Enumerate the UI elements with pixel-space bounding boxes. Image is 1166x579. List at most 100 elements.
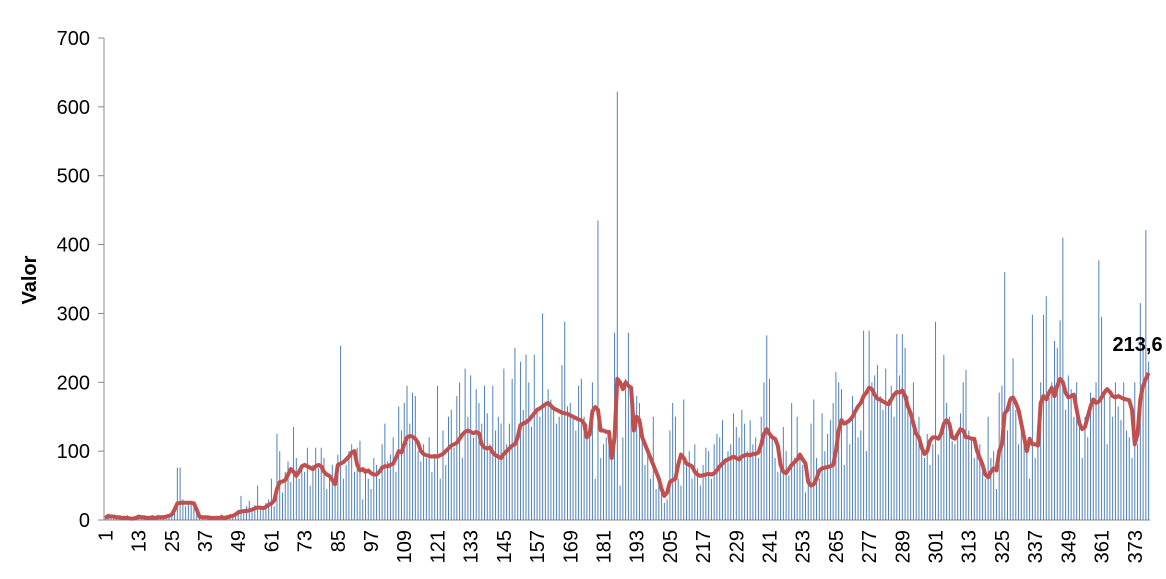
y-tick-label: 400 xyxy=(57,235,90,257)
bar xyxy=(644,464,646,520)
bar xyxy=(262,510,264,520)
bar xyxy=(1051,382,1053,520)
bar xyxy=(1037,444,1039,520)
bar xyxy=(376,464,378,520)
bar xyxy=(1031,314,1033,520)
bar xyxy=(838,382,840,520)
bar xyxy=(1020,423,1022,520)
bar xyxy=(273,506,275,520)
bar xyxy=(481,423,483,520)
bar xyxy=(1026,451,1028,520)
bar xyxy=(1040,382,1042,520)
bar xyxy=(448,416,450,520)
bar xyxy=(694,444,696,520)
bar xyxy=(1067,375,1069,520)
bar xyxy=(497,416,499,520)
bar xyxy=(813,399,815,520)
x-tick-label: 181 xyxy=(593,530,615,563)
bar xyxy=(467,416,469,520)
bar xyxy=(536,409,538,520)
bar xyxy=(708,451,710,520)
bar xyxy=(760,416,762,520)
bar xyxy=(995,489,997,520)
bar xyxy=(569,402,571,520)
bar xyxy=(702,464,704,520)
bar xyxy=(198,517,200,520)
bar xyxy=(733,413,735,520)
bar xyxy=(246,506,248,520)
bar xyxy=(641,430,643,520)
bar xyxy=(384,423,386,520)
bar xyxy=(417,451,419,520)
x-tick-label: 337 xyxy=(1025,530,1047,563)
bar xyxy=(1034,458,1036,520)
bar xyxy=(741,409,743,520)
bar xyxy=(935,321,937,520)
x-tick-label: 301 xyxy=(926,530,948,563)
bar xyxy=(1109,396,1111,520)
bar xyxy=(190,504,192,520)
bar xyxy=(398,406,400,520)
x-tick-label: 289 xyxy=(892,530,914,563)
bar xyxy=(1084,416,1086,520)
x-tick-label: 229 xyxy=(726,530,748,563)
bar xyxy=(735,427,737,520)
x-tick-label: 85 xyxy=(328,530,350,552)
bar xyxy=(329,478,331,520)
bar xyxy=(888,399,889,520)
bar xyxy=(420,461,422,520)
bar xyxy=(1004,272,1006,520)
bar xyxy=(140,518,142,520)
bar xyxy=(630,396,632,520)
bar xyxy=(757,458,759,520)
bar xyxy=(677,478,679,520)
bar xyxy=(290,482,292,520)
bar xyxy=(921,451,923,520)
bar xyxy=(378,478,380,520)
bar xyxy=(771,437,773,520)
bar xyxy=(232,517,234,520)
bar xyxy=(547,389,549,520)
y-tick-label: 700 xyxy=(57,28,90,50)
x-tick-label: 313 xyxy=(959,530,981,563)
bar xyxy=(442,430,444,520)
bar xyxy=(907,396,909,520)
bar xyxy=(724,458,726,520)
bar xyxy=(697,468,699,520)
bar xyxy=(827,433,829,520)
bar xyxy=(597,220,599,520)
bar xyxy=(971,437,973,520)
bar xyxy=(370,489,372,520)
bar xyxy=(937,454,939,520)
bar xyxy=(746,451,748,520)
bar xyxy=(840,389,842,520)
y-axis-title: Valor xyxy=(19,255,41,304)
bar xyxy=(899,375,901,520)
bar xyxy=(517,430,519,520)
bar xyxy=(356,447,358,520)
bar xyxy=(553,409,555,520)
bar xyxy=(591,382,593,520)
bar xyxy=(1045,296,1047,520)
bar xyxy=(439,478,441,520)
bar xyxy=(1023,440,1025,520)
bar xyxy=(948,416,950,520)
bar xyxy=(281,492,283,520)
bar xyxy=(954,444,956,520)
bar xyxy=(788,475,790,520)
bar xyxy=(323,458,325,520)
bar xyxy=(445,464,447,520)
bar xyxy=(1148,361,1150,520)
bar xyxy=(871,382,873,520)
bar xyxy=(1106,444,1108,520)
bar xyxy=(885,368,887,520)
bar xyxy=(633,402,635,520)
bar xyxy=(594,478,596,520)
y-tick-label: 0 xyxy=(79,510,90,532)
bar xyxy=(254,504,256,520)
bar xyxy=(550,399,552,520)
bar xyxy=(904,347,906,520)
bar xyxy=(1012,358,1014,520)
bar xyxy=(580,378,582,520)
bar xyxy=(810,423,812,520)
